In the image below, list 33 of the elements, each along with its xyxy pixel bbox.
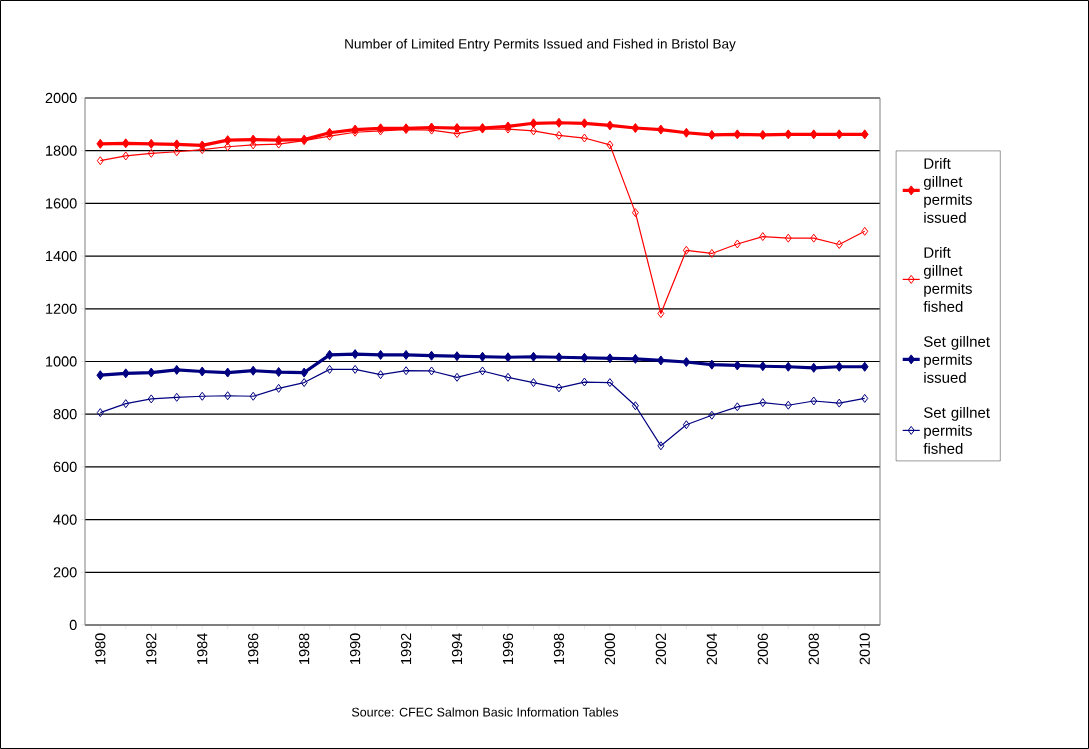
y-tick-label: 200 <box>53 567 77 578</box>
legend-label: Set gillnet permits fished <box>923 406 990 454</box>
chart-title: Number of Limited Entry Permits Issued and Fished in Bristol Bay <box>345 38 736 52</box>
x-tick-label: 1984 <box>197 633 208 664</box>
y-tick-label: 1200 <box>46 303 77 314</box>
y-tick-label: 1800 <box>46 145 77 156</box>
x-tick-label: 2008 <box>808 633 819 665</box>
legend-label: Drift gillnet permits fished <box>923 246 972 312</box>
x-tick-label: 1990 <box>349 633 361 664</box>
x-tick-label: 1986 <box>248 633 259 664</box>
x-tick-label: 2006 <box>757 633 768 665</box>
y-tick-label: 2000 <box>45 92 77 104</box>
x-tick-label: 2002 <box>655 633 667 665</box>
y-tick-label: 600 <box>53 461 77 473</box>
x-tick-label: 1982 <box>146 633 157 664</box>
y-tick-label: 1600 <box>46 198 77 209</box>
y-tick-label: 400 <box>53 514 77 525</box>
x-tick-label: 1996 <box>502 633 514 664</box>
source-note: Source: CFEC Salmon Basic Information Tables <box>351 707 619 717</box>
x-tick-label: 2004 <box>706 633 717 665</box>
y-tick-label: 1000 <box>46 356 77 367</box>
legend-label: Drift gillnet permits issued <box>923 157 972 223</box>
x-tick-label: 1980 <box>95 633 106 664</box>
x-tick-label: 2010 <box>859 633 870 665</box>
y-tick-label: 800 <box>53 409 77 420</box>
x-tick-label: 1998 <box>553 633 565 664</box>
x-tick-label: 1988 <box>299 633 310 664</box>
legend-label: Set gillnet permits issued <box>924 335 990 383</box>
x-tick-label: 2000 <box>604 633 616 665</box>
x-tick-label: 1994 <box>451 633 463 664</box>
x-tick-label: 1992 <box>400 633 412 664</box>
y-tick-label: 1400 <box>46 250 77 262</box>
y-tick-label: 0 <box>69 619 77 631</box>
